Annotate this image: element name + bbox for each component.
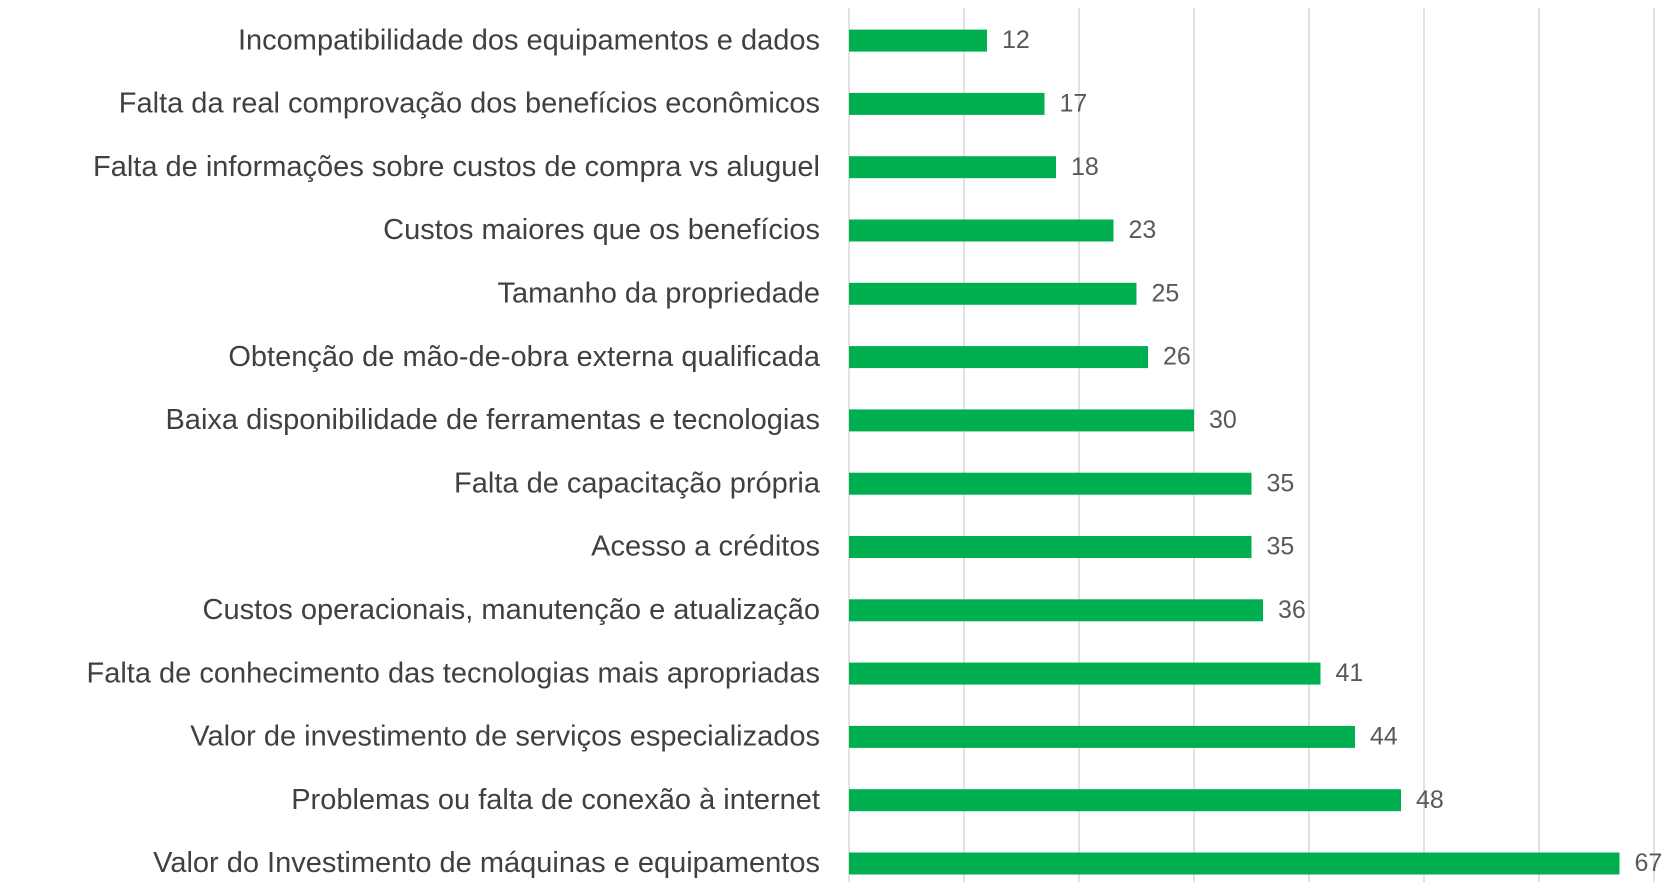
value-label: 30 [1209,406,1237,434]
bar [849,725,1355,748]
category-label: Falta de conhecimento das tecnologias ma… [87,657,820,689]
category-label: Falta de capacitação própria [454,467,821,499]
category-label: Acesso a créditos [591,531,820,563]
value-label: 41 [1336,659,1364,687]
value-label: 23 [1129,216,1157,244]
category-label: Tamanho da propriedade [498,277,820,309]
value-label: 25 [1152,279,1180,307]
bar [849,29,987,52]
category-label: Custos operacionais, manutenção e atuali… [203,594,820,626]
category-label: Baixa disponibilidade de ferramentas e t… [165,404,820,436]
value-label: 26 [1163,343,1191,371]
category-label: Obtenção de mão-de-obra externa qualific… [228,341,821,373]
category-label: Incompatibilidade dos equipamentos e dad… [238,24,820,56]
bar [849,346,1148,369]
bar [849,156,1056,179]
category-label: Problemas ou falta de conexão à internet [291,784,820,816]
bar [849,219,1114,242]
bar [849,282,1137,305]
value-label: 17 [1060,90,1088,118]
value-label: 36 [1278,596,1306,624]
value-label: 67 [1635,849,1663,877]
category-label: Custos maiores que os benefícios [383,214,820,246]
bar [849,599,1263,622]
bar [849,472,1252,495]
value-label: 35 [1267,469,1295,497]
bar [849,92,1045,115]
bar [849,409,1194,432]
bar [849,852,1620,875]
category-label: Falta da real comprovação dos benefícios… [119,88,820,120]
value-label: 18 [1071,153,1099,181]
value-label: 35 [1267,533,1295,561]
category-label: Valor de investimento de serviços especi… [190,721,820,753]
category-label: Valor do Investimento de máquinas e equi… [153,847,820,879]
bar [849,662,1321,685]
value-label: 12 [1002,26,1030,54]
bar [849,536,1252,558]
value-label: 48 [1416,786,1444,814]
bar [849,789,1401,812]
value-label: 44 [1370,723,1398,751]
category-label: Falta de informações sobre custos de com… [93,151,820,183]
